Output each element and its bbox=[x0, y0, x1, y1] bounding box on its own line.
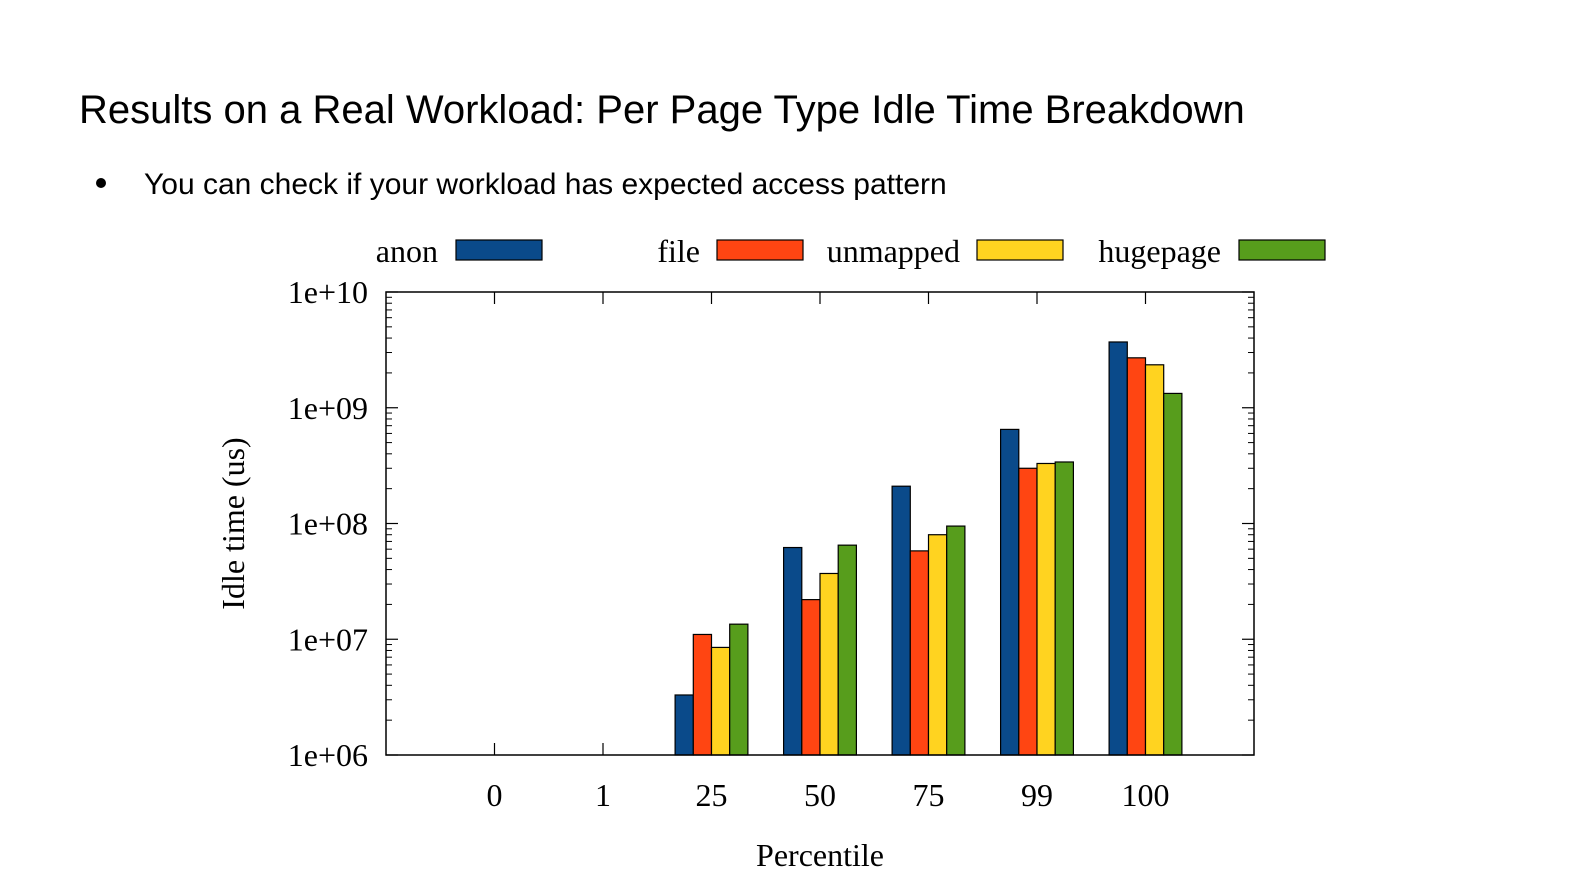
bar-hugepage bbox=[1054, 461, 1074, 756]
legend-swatch-file bbox=[716, 239, 804, 261]
bar-hugepage bbox=[946, 525, 966, 756]
x-tick-label: 75 bbox=[913, 777, 945, 813]
bullet-item: You can check if your workload has expec… bbox=[96, 168, 947, 202]
y-tick-label: 1e+07 bbox=[288, 621, 368, 657]
legend-label-hugepage: hugepage bbox=[1098, 233, 1221, 269]
bar-hugepage bbox=[837, 544, 858, 756]
bar-file bbox=[909, 550, 930, 756]
bar-unmapped bbox=[1036, 462, 1056, 756]
y-tick-label: 1e+06 bbox=[288, 737, 368, 773]
bar-file bbox=[801, 599, 821, 756]
bar-hugepage bbox=[1163, 392, 1183, 756]
bar-file bbox=[1126, 357, 1147, 756]
bar-anon bbox=[999, 428, 1020, 756]
bar-unmapped bbox=[1144, 364, 1165, 756]
bar-anon bbox=[1108, 341, 1128, 756]
bar-unmapped bbox=[819, 572, 839, 756]
y-axis-label: Idle time (us) bbox=[215, 437, 251, 609]
legend: anon file unmapped hugepage bbox=[376, 233, 1326, 269]
legend-swatch-anon bbox=[455, 239, 543, 261]
x-tick-labels: 0 1 25 50 75 99 100 bbox=[487, 777, 1170, 813]
bullet-dot-icon bbox=[96, 178, 106, 189]
bar-anon bbox=[782, 546, 803, 756]
bar-unmapped bbox=[710, 646, 731, 756]
x-tick-label: 50 bbox=[804, 777, 836, 813]
bar-file bbox=[1018, 467, 1038, 756]
bar-anon bbox=[891, 485, 911, 756]
x-tick-label: 25 bbox=[696, 777, 728, 813]
bar-hugepage bbox=[729, 623, 749, 756]
x-tick-label: 1 bbox=[595, 777, 611, 813]
y-tick-labels: 1e+06 1e+07 1e+08 1e+09 1e+10 bbox=[288, 274, 368, 773]
axis-ticks bbox=[386, 291, 1254, 756]
legend-swatch-unmapped bbox=[976, 239, 1064, 261]
bar-file bbox=[692, 633, 713, 756]
y-tick-label: 1e+09 bbox=[288, 390, 368, 426]
legend-label-unmapped: unmapped bbox=[827, 233, 960, 269]
bars bbox=[674, 341, 1183, 756]
x-axis-label: Percentile bbox=[756, 837, 884, 873]
y-tick-label: 1e+10 bbox=[288, 274, 368, 310]
legend-label-anon: anon bbox=[376, 233, 438, 269]
y-tick-label: 1e+08 bbox=[288, 506, 368, 542]
slide-title: Results on a Real Workload: Per Page Typ… bbox=[79, 88, 1245, 132]
legend-swatch-hugepage bbox=[1238, 239, 1326, 261]
x-tick-label: 99 bbox=[1021, 777, 1053, 813]
bullet-text: You can check if your workload has expec… bbox=[144, 168, 947, 201]
bar-anon bbox=[674, 694, 694, 756]
x-tick-label: 0 bbox=[487, 777, 503, 813]
legend-label-file: file bbox=[657, 233, 700, 269]
bar-unmapped bbox=[927, 534, 948, 756]
plot-frame bbox=[385, 291, 1255, 756]
x-tick-label: 100 bbox=[1122, 777, 1170, 813]
